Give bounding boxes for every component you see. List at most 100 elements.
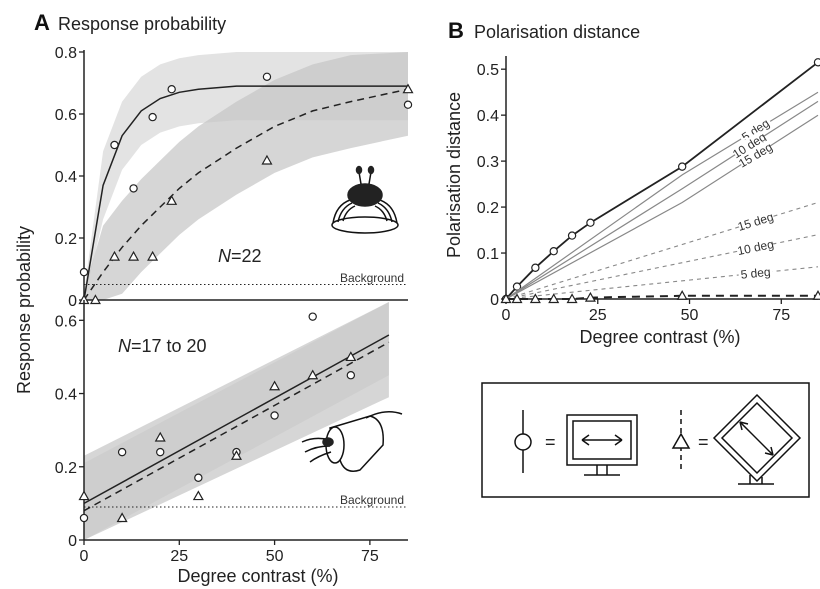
b-point-triangle — [566, 293, 578, 304]
a-bottom-background-label: Background — [340, 493, 404, 507]
b-series-label-bg — [737, 264, 774, 280]
a-top-fit-solid — [83, 85, 408, 301]
a-bottom-n-annotation: N=17 to 20 — [118, 336, 207, 356]
a-bottom-point-triangle — [230, 450, 242, 460]
a-bottom-point-triangle — [345, 351, 357, 362]
b-ytick-label: 0.4 — [477, 108, 499, 125]
a-top-point-triangle — [147, 250, 159, 261]
a-bottom-point-triangle — [78, 490, 90, 501]
a-top-ytick-label: 0.6 — [55, 107, 77, 124]
a-bottom-fit-dashed — [83, 341, 390, 512]
a-top-point-triangle — [166, 195, 178, 205]
monitor-diagonal-icon — [712, 393, 802, 485]
a-bottom-band-dashed — [84, 302, 389, 540]
b-series-label-bg — [737, 237, 774, 256]
a-bottom-point-circle — [79, 513, 89, 523]
a-bottom-point-triangle — [116, 512, 128, 523]
a-top-point-triangle — [261, 154, 273, 165]
b-point-triangle — [500, 293, 512, 304]
a-top-point-triangle — [89, 294, 101, 305]
a-xlabel: Degree contrast (%) — [177, 566, 338, 586]
b-xtick-label: 75 — [772, 307, 790, 324]
a-top-n-italic: N — [218, 246, 232, 266]
a-top-point-triangle — [402, 83, 414, 94]
b-point-triangle — [511, 293, 523, 304]
b-ytick-label: 0.5 — [477, 62, 499, 79]
legend-equals-2: = — [698, 432, 709, 452]
monitor-horizontal-icon — [566, 414, 638, 476]
b-series-label: 5 deg — [740, 265, 771, 282]
a-top-point-circle — [403, 100, 413, 109]
b-series-line-2 — [505, 100, 819, 300]
b-point-triangle — [676, 290, 688, 300]
b-ytick-label: 0.2 — [477, 200, 499, 217]
a-top-n-rest: =22 — [231, 246, 262, 266]
a-top-point-triangle — [108, 250, 121, 261]
b-series-label-bg — [731, 130, 767, 159]
a-bottom-xtick-label: 0 — [80, 548, 89, 565]
panel-b-letter: B — [448, 18, 464, 43]
panel-b-title: Polarisation distance — [474, 22, 640, 42]
b-ytick-label: 0.3 — [477, 154, 499, 171]
a-top-ytick-label: 0.8 — [55, 45, 77, 62]
a-bottom-ytick-label: 0.6 — [55, 313, 77, 330]
a-top-point-circle — [262, 72, 272, 82]
legend-circle-marker — [514, 410, 532, 473]
b-point-circle — [567, 231, 577, 240]
a-bottom-ytick-label: 0.4 — [55, 387, 77, 404]
b-series-line-0 — [505, 61, 819, 300]
a-ylabel: Response probability — [14, 226, 34, 394]
a-top-ytick-label: 0.4 — [55, 169, 77, 186]
a-bottom-point-triangle — [307, 369, 319, 380]
a-bottom-point-circle — [117, 447, 127, 457]
cuttlefish-icon — [301, 411, 403, 472]
a-bottom-ytick-label: 0 — [68, 533, 77, 550]
b-series-label-bg — [737, 114, 773, 144]
b-point-triangle — [529, 293, 541, 304]
a-bottom-point-circle — [308, 312, 317, 321]
a-bottom-confidence-bands — [84, 302, 389, 540]
a-top-point-circle — [79, 267, 89, 277]
a-bottom-ytick-label: 0.2 — [55, 460, 77, 477]
a-top-point-circle — [129, 184, 138, 193]
crab-icon — [331, 165, 399, 234]
b-series-line-3 — [505, 114, 819, 300]
a-bottom-plot: 0 0.2 0.4 0.6 0 25 50 75 — [55, 300, 408, 565]
b-xtick-label: 0 — [502, 307, 511, 324]
a-bottom-point-triangle — [154, 431, 166, 442]
legend-box: = = — [481, 382, 810, 498]
panel-a-title: Response probability — [58, 14, 226, 34]
b-xlabel: Degree contrast (%) — [579, 327, 740, 347]
b-ytick-label: 0 — [490, 292, 499, 309]
a-bottom-point-triangle — [192, 490, 204, 501]
legend-triangle-marker — [671, 410, 691, 473]
b-point-triangle — [584, 291, 596, 302]
b-point-circle — [813, 58, 820, 67]
a-bottom-point-circle — [270, 411, 279, 420]
b-series-label-bg — [737, 210, 774, 232]
b-series-line-1 — [505, 91, 819, 300]
a-bottom-point-circle — [156, 447, 165, 457]
b-ylabel: Polarisation distance — [444, 92, 464, 258]
b-xtick-label: 50 — [681, 307, 699, 324]
b-point-triangle — [548, 293, 560, 304]
b-point-circle — [549, 246, 558, 256]
b-point-triangle — [812, 290, 820, 300]
a-bottom-xtick-label: 75 — [361, 548, 379, 565]
a-bottom-point-circle — [346, 371, 356, 380]
a-bottom-xtick-label: 25 — [170, 548, 188, 565]
a-top-n-annotation: N=22 — [218, 246, 262, 266]
b-point-circle — [677, 162, 687, 171]
a-bottom-fit-solid — [83, 334, 390, 505]
a-bottom-point-triangle — [269, 380, 281, 391]
a-top-ytick-label: 0 — [68, 293, 77, 310]
a-top-fit-dashed — [83, 88, 409, 301]
legend-equals-1: = — [545, 432, 556, 452]
a-bottom-point-circle — [194, 473, 203, 482]
a-bottom-xtick-label: 50 — [266, 548, 284, 565]
b-point-circle — [586, 218, 595, 227]
b-series-label-bg — [737, 140, 773, 169]
a-top-ytick-label: 0.2 — [55, 231, 77, 248]
a-bottom-n-rest: =17 to 20 — [131, 336, 207, 356]
